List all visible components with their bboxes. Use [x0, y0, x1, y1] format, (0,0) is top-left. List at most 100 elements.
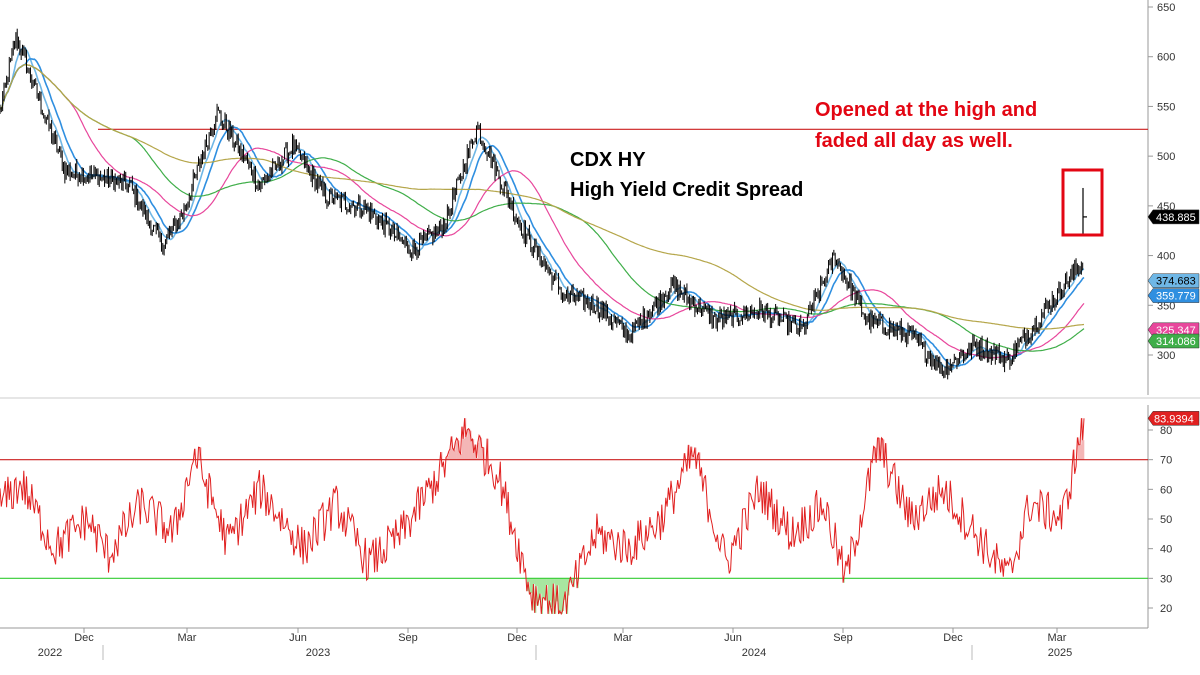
price-ytick-label: 350	[1157, 300, 1175, 312]
rsi-overbought-fill	[693, 456, 696, 460]
rsi-oversold-fill	[543, 578, 546, 598]
rsi-last-value-tag: 83.9394	[1147, 411, 1200, 426]
month-label: Jun	[724, 632, 742, 644]
month-label: Sep	[398, 632, 418, 644]
price-ytick-label: 650	[1157, 2, 1175, 14]
month-label: Mar	[1048, 632, 1067, 644]
rsi-ytick-label: 40	[1160, 544, 1172, 556]
rsi-ytick-label: 20	[1160, 603, 1172, 615]
rsi-oversold-fill	[559, 578, 562, 611]
rsi-overbought-fill	[446, 457, 448, 460]
rsi-overbought-fill	[1078, 444, 1081, 460]
rsi-overbought-fill	[481, 447, 484, 460]
rsi-ytick-label: 50	[1160, 514, 1172, 526]
rsi-oversold-fill	[563, 578, 566, 600]
rsi-oversold-fill	[557, 578, 559, 586]
month-label: Dec	[74, 632, 94, 644]
rsi-overbought-fill	[453, 450, 456, 460]
year-label: 2025	[1048, 647, 1072, 659]
rsi-oversold-fill	[542, 578, 545, 599]
rsi-oversold-fill	[554, 578, 557, 614]
rsi-overbought-fill	[464, 418, 467, 460]
rsi-overbought-fill	[471, 440, 473, 460]
month-label: Jun	[289, 632, 307, 644]
year-label: 2022	[38, 647, 62, 659]
rsi-overbought-fill	[697, 455, 700, 460]
last-value-tag-text: 314.086	[1156, 336, 1196, 348]
rsi-overbought-fill	[468, 428, 471, 460]
last-value-tag-text: 359.779	[1156, 291, 1196, 303]
rsi-oversold-fill	[528, 578, 530, 582]
rsi-overbought-fill	[881, 437, 884, 460]
rsi-oversold-fill	[530, 578, 533, 593]
price-ytick-label: 400	[1157, 251, 1175, 263]
chart-subtitle: High Yield Credit Spread	[570, 179, 803, 201]
annotation-line-2: faded all day as well.	[815, 130, 1013, 152]
month-label: Dec	[507, 632, 527, 644]
rsi-overbought-fill	[452, 448, 455, 460]
rsi-oversold-fill	[550, 578, 553, 608]
moving-average-line	[0, 63, 1085, 352]
rsi-oversold-fill	[541, 578, 543, 614]
rsi-overbought-fill	[198, 447, 201, 460]
rsi-oversold-fill	[533, 578, 536, 584]
rsi-ytick-label: 70	[1160, 455, 1172, 467]
rsi-overbought-fill	[480, 437, 483, 460]
rsi-oversold-fill	[540, 578, 542, 594]
rsi-oversold-fill	[565, 578, 567, 592]
rsi-panel: 20 30 40 50 60 70 80 83.9394	[0, 405, 1200, 628]
rsi-oversold-fill	[546, 578, 549, 586]
moving-average-line	[0, 63, 1085, 330]
rsi-overbought-fill	[460, 453, 463, 460]
highlight-box	[1061, 168, 1104, 237]
rsi-oversold-fill	[529, 578, 532, 595]
month-label: Dec	[943, 632, 963, 644]
rsi-overbought-fill	[483, 447, 485, 460]
month-label: Sep	[833, 632, 853, 644]
rsi-ytick-label: 60	[1160, 484, 1172, 496]
rsi-oversold-fill	[538, 578, 541, 601]
chart-title: CDX HY	[570, 149, 646, 171]
year-label: 2024	[742, 647, 766, 659]
rsi-oversold-fill	[561, 578, 563, 614]
rsi-overbought-fill	[1080, 444, 1082, 460]
rsi-overbought-fill	[456, 438, 459, 460]
price-ytick-label: 300	[1157, 350, 1175, 362]
rsi-line	[0, 418, 1085, 616]
rsi-overbought-fill	[469, 430, 472, 460]
rsi-ytick-label: 30	[1160, 573, 1172, 585]
moving-average-line	[0, 46, 1085, 371]
rsi-overbought-fill	[1082, 440, 1085, 460]
rsi-overbought-fill	[463, 438, 465, 460]
rsi-oversold-fill	[549, 578, 551, 601]
rsi-overbought-fill	[459, 451, 461, 460]
rsi-overbought-fill	[447, 455, 449, 460]
rsi-overbought-fill	[476, 457, 479, 460]
rsi-last-value-text: 83.9394	[1154, 413, 1194, 425]
rsi-overbought-fill	[455, 442, 457, 460]
moving-average-lines	[0, 46, 1085, 371]
rsi-overbought-fill	[467, 429, 469, 460]
last-value-tag-text: 438.885	[1156, 212, 1196, 224]
rsi-oversold-fill	[571, 578, 574, 584]
last-value-tag-text: 374.683	[1156, 276, 1196, 288]
rsi-overbought-fill	[479, 435, 481, 460]
rsi-ytick-label: 80	[1160, 425, 1172, 437]
rsi-overbought-fill	[698, 452, 701, 460]
month-label: Mar	[614, 632, 633, 644]
rsi-overbought-fill	[450, 448, 452, 460]
moving-average-line	[0, 63, 1085, 359]
price-candles	[0, 28, 1087, 380]
year-labels: 2022 2023 2024 2025	[38, 645, 1072, 660]
rsi-overbought-fill	[873, 446, 876, 460]
rsi-overbought-fill	[473, 453, 476, 460]
rsi-y-axis: 20 30 40 50 60 70 80	[1148, 425, 1172, 615]
rsi-overbought-fill	[451, 436, 453, 460]
rsi-oversold-fill	[547, 578, 550, 614]
time-axis: Dec Mar Jun Sep Dec Mar Jun Sep Dec Mar 2022 2023 2…	[0, 627, 1148, 660]
month-labels: Dec Mar Jun Sep Dec Mar Jun Sep Dec Mar	[74, 628, 1067, 644]
rsi-overbought-fill	[877, 437, 880, 460]
